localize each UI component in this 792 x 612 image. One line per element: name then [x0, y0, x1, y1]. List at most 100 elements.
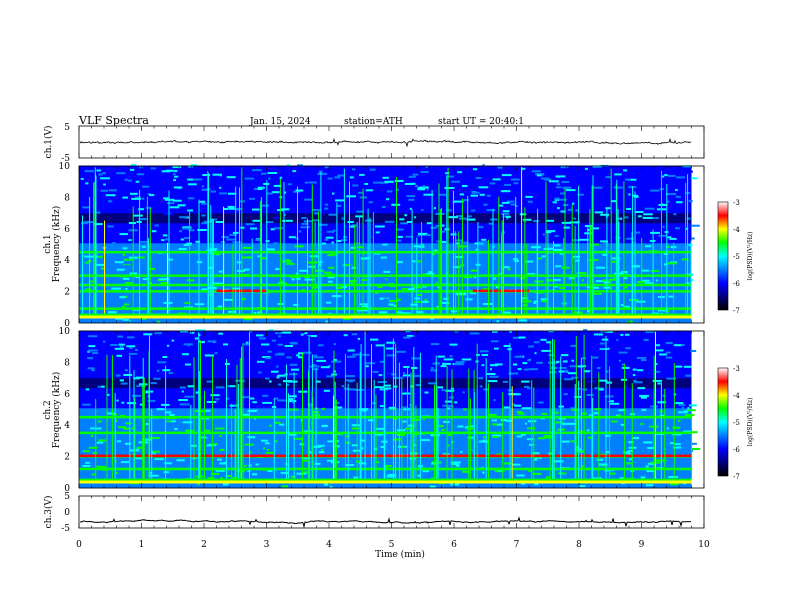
spectrogram-speckle [685, 374, 692, 377]
spectrogram-speckle [253, 311, 256, 314]
spectrogram-row [79, 370, 692, 374]
spectrogram-speckle [375, 461, 380, 464]
spectrogram-speckle [528, 345, 535, 348]
spectrogram-sferic [375, 394, 377, 479]
spectrogram-sferic [343, 168, 345, 314]
spectrogram-speckle [291, 368, 299, 371]
spectrogram-speckle [245, 223, 255, 226]
spectrogram-speckle [267, 172, 278, 174]
spectrogram-speckle [331, 360, 342, 363]
spectrogram-speckle [417, 187, 421, 190]
spectrogram-speckle [126, 345, 136, 348]
spectrogram-sferic [509, 343, 511, 479]
spectrogram-sferic [501, 220, 503, 314]
spectrogram-speckle [683, 449, 694, 452]
spectrogram-speckle [575, 445, 580, 448]
spectrogram-row [79, 185, 692, 189]
spectrogram-sferic [133, 370, 135, 479]
spectrogram-speckle [549, 278, 552, 281]
spectrogram-speckle [221, 301, 229, 304]
spectrogram-speckle [197, 229, 207, 231]
spectrogram-sferic [467, 195, 469, 314]
spectrogram-speckle [164, 411, 172, 414]
spectrogram-speckle [347, 380, 353, 383]
spectrogram-speckle [163, 213, 173, 216]
spectrogram-speckle [328, 259, 335, 261]
spectrogram-speckle [678, 419, 681, 422]
spectrogram-sferic [587, 227, 589, 314]
spectrogram-speckle [592, 292, 602, 295]
spectrogram-speckle [537, 437, 546, 440]
spectrogram-speckle [301, 217, 307, 220]
spectrogram-sferic [549, 340, 551, 479]
spectrogram-sferic [273, 398, 275, 479]
spectrogram-speckle [616, 339, 619, 341]
spectrogram-speckle [670, 483, 679, 486]
spectrogram-sferic [477, 222, 479, 314]
spectrogram-speckle [297, 356, 304, 359]
ch1-time-ticks [78, 126, 705, 158]
spectrogram-speckle [423, 193, 434, 196]
spectrogram-speckle [359, 173, 365, 176]
spectrogram-speckle [575, 209, 579, 212]
spectrogram-speckle [600, 330, 609, 333]
spectrogram-sferic [598, 372, 600, 479]
spectrogram-sferic [437, 408, 439, 479]
spectrogram-speckle [158, 278, 169, 281]
spectrogram-speckle [224, 298, 233, 301]
spectrogram-speckle [237, 270, 245, 272]
spectrogram-speckle [380, 405, 384, 408]
spectrogram-speckle [349, 280, 357, 283]
spectrogram-speckle [357, 191, 363, 194]
spectrogram-speckle [626, 471, 635, 473]
spectrogram-speckle [194, 337, 198, 340]
spectrogram-speckle [624, 178, 631, 181]
spectrogram-speckle [141, 197, 145, 200]
spectrogram-speckle [318, 451, 325, 454]
spectrogram-speckle [656, 172, 663, 175]
spectrogram-speckle [667, 341, 673, 344]
spectrogram-speckle [258, 337, 266, 340]
spectrogram-speckle [300, 419, 310, 422]
spectrogram-sferic [411, 209, 413, 314]
spectrogram-speckle [689, 431, 698, 434]
spectrogram-speckle [169, 206, 180, 209]
spectrogram-speckle [280, 280, 284, 283]
spectrogram-speckle [327, 254, 334, 257]
spectrogram-speckle [541, 349, 552, 352]
spectrogram-speckle [195, 329, 205, 332]
spectrogram-speckle [487, 182, 490, 185]
spectrogram-speckle [658, 234, 668, 237]
spectrogram-sferic [241, 167, 243, 314]
spectrogram-sferic [501, 234, 503, 314]
spectrogram-speckle [133, 214, 143, 217]
spectrogram-speckle [618, 359, 621, 362]
spectrogram-speckle [326, 459, 334, 462]
spectrogram-speckle [462, 470, 470, 473]
spectrogram-speckle [470, 209, 476, 212]
spectrogram-speckle [324, 166, 329, 169]
spectrogram-sferic [344, 353, 346, 479]
spectrogram-speckle [384, 220, 395, 223]
spectrogram-sferic [349, 181, 350, 314]
spectrogram-speckle [626, 462, 632, 465]
spectrogram-row [79, 343, 692, 346]
spectrogram-speckle [136, 264, 145, 267]
spectrogram-sferic [204, 390, 205, 479]
ch1-ytick-bottom: -5 [61, 154, 70, 164]
spectrogram-speckle [666, 200, 670, 203]
spectrogram-speckle [288, 395, 297, 398]
spectrogram-speckle [611, 257, 621, 260]
spectrogram-speckle [613, 277, 617, 280]
spectrogram-speckle [478, 377, 484, 380]
spectrogram-speckle [201, 288, 210, 291]
spectrogram-speckle [374, 386, 384, 389]
spectrogram-speckle [400, 222, 408, 225]
spectrogram-speckle [446, 209, 452, 212]
spectrogram-speckle [650, 189, 660, 192]
spectrogram-speckle [292, 170, 297, 173]
spectrogram-speckle [179, 230, 183, 233]
spectrogram-speckle [365, 219, 373, 222]
spectrogram-speckle [609, 470, 619, 473]
spectrogram-speckle [91, 369, 95, 372]
